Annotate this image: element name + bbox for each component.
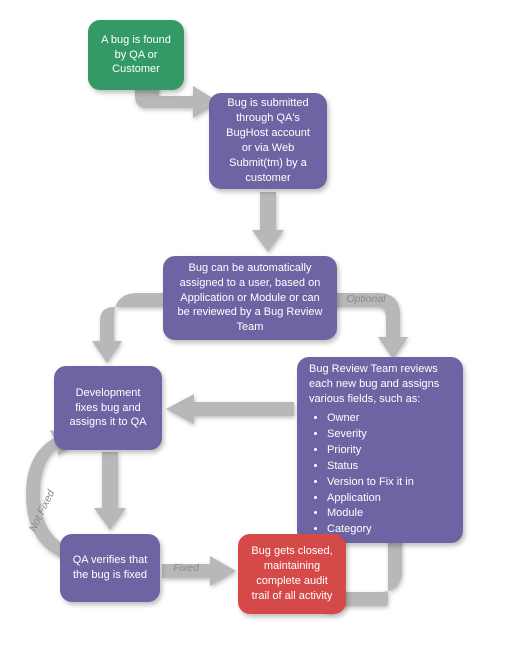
node-text: Bug can be automatically assigned to a u… <box>175 261 325 335</box>
node-text: Development fixes bug and assigns it to … <box>66 386 150 431</box>
review-field-item: Owner <box>327 411 414 426</box>
node-bug-assigned: Bug can be automatically assigned to a u… <box>163 256 337 340</box>
node-qa-verify: QA verifies that the bug is fixed <box>60 534 160 602</box>
node-text: Bug gets closed, maintaining complete au… <box>250 544 334 603</box>
node-review-team: Bug Review Team reviews each new bug and… <box>297 357 463 543</box>
node-bug-found: A bug is found by QA or Customer <box>88 20 184 90</box>
node-bug-submitted: Bug is submitted through QA's BugHost ac… <box>209 93 327 189</box>
arrow-submitted-to-assigned <box>252 192 284 252</box>
review-field-item: Version to Fix it in <box>327 475 414 490</box>
review-field-item: Severity <box>327 427 414 442</box>
node-text: QA verifies that the bug is fixed <box>72 553 148 583</box>
arrow-development-to-qaverify <box>94 452 126 530</box>
review-field-item: Status <box>327 459 414 474</box>
arrow-review-to-development <box>166 394 294 424</box>
review-field-item: Priority <box>327 443 414 458</box>
edge-label-optional: Optional <box>342 293 390 305</box>
arrow-assigned-to-development <box>92 293 172 363</box>
review-field-item: Application <box>327 491 414 506</box>
node-development: Development fixes bug and assigns it to … <box>54 366 162 450</box>
node-text: Bug is submitted through QA's BugHost ac… <box>221 96 315 185</box>
review-field-list: OwnerSeverityPriorityStatusVersion to Fi… <box>327 410 414 538</box>
edge-label-fixed: Fixed <box>168 562 204 574</box>
node-bug-closed: Bug gets closed, maintaining complete au… <box>238 534 346 614</box>
node-intro-text: Bug Review Team reviews each new bug and… <box>309 362 451 407</box>
flowchart-canvas: Optional Not Fixed Fixed A bug is found … <box>0 0 530 654</box>
review-field-item: Module <box>327 506 414 521</box>
node-text: A bug is found by QA or Customer <box>100 33 172 78</box>
